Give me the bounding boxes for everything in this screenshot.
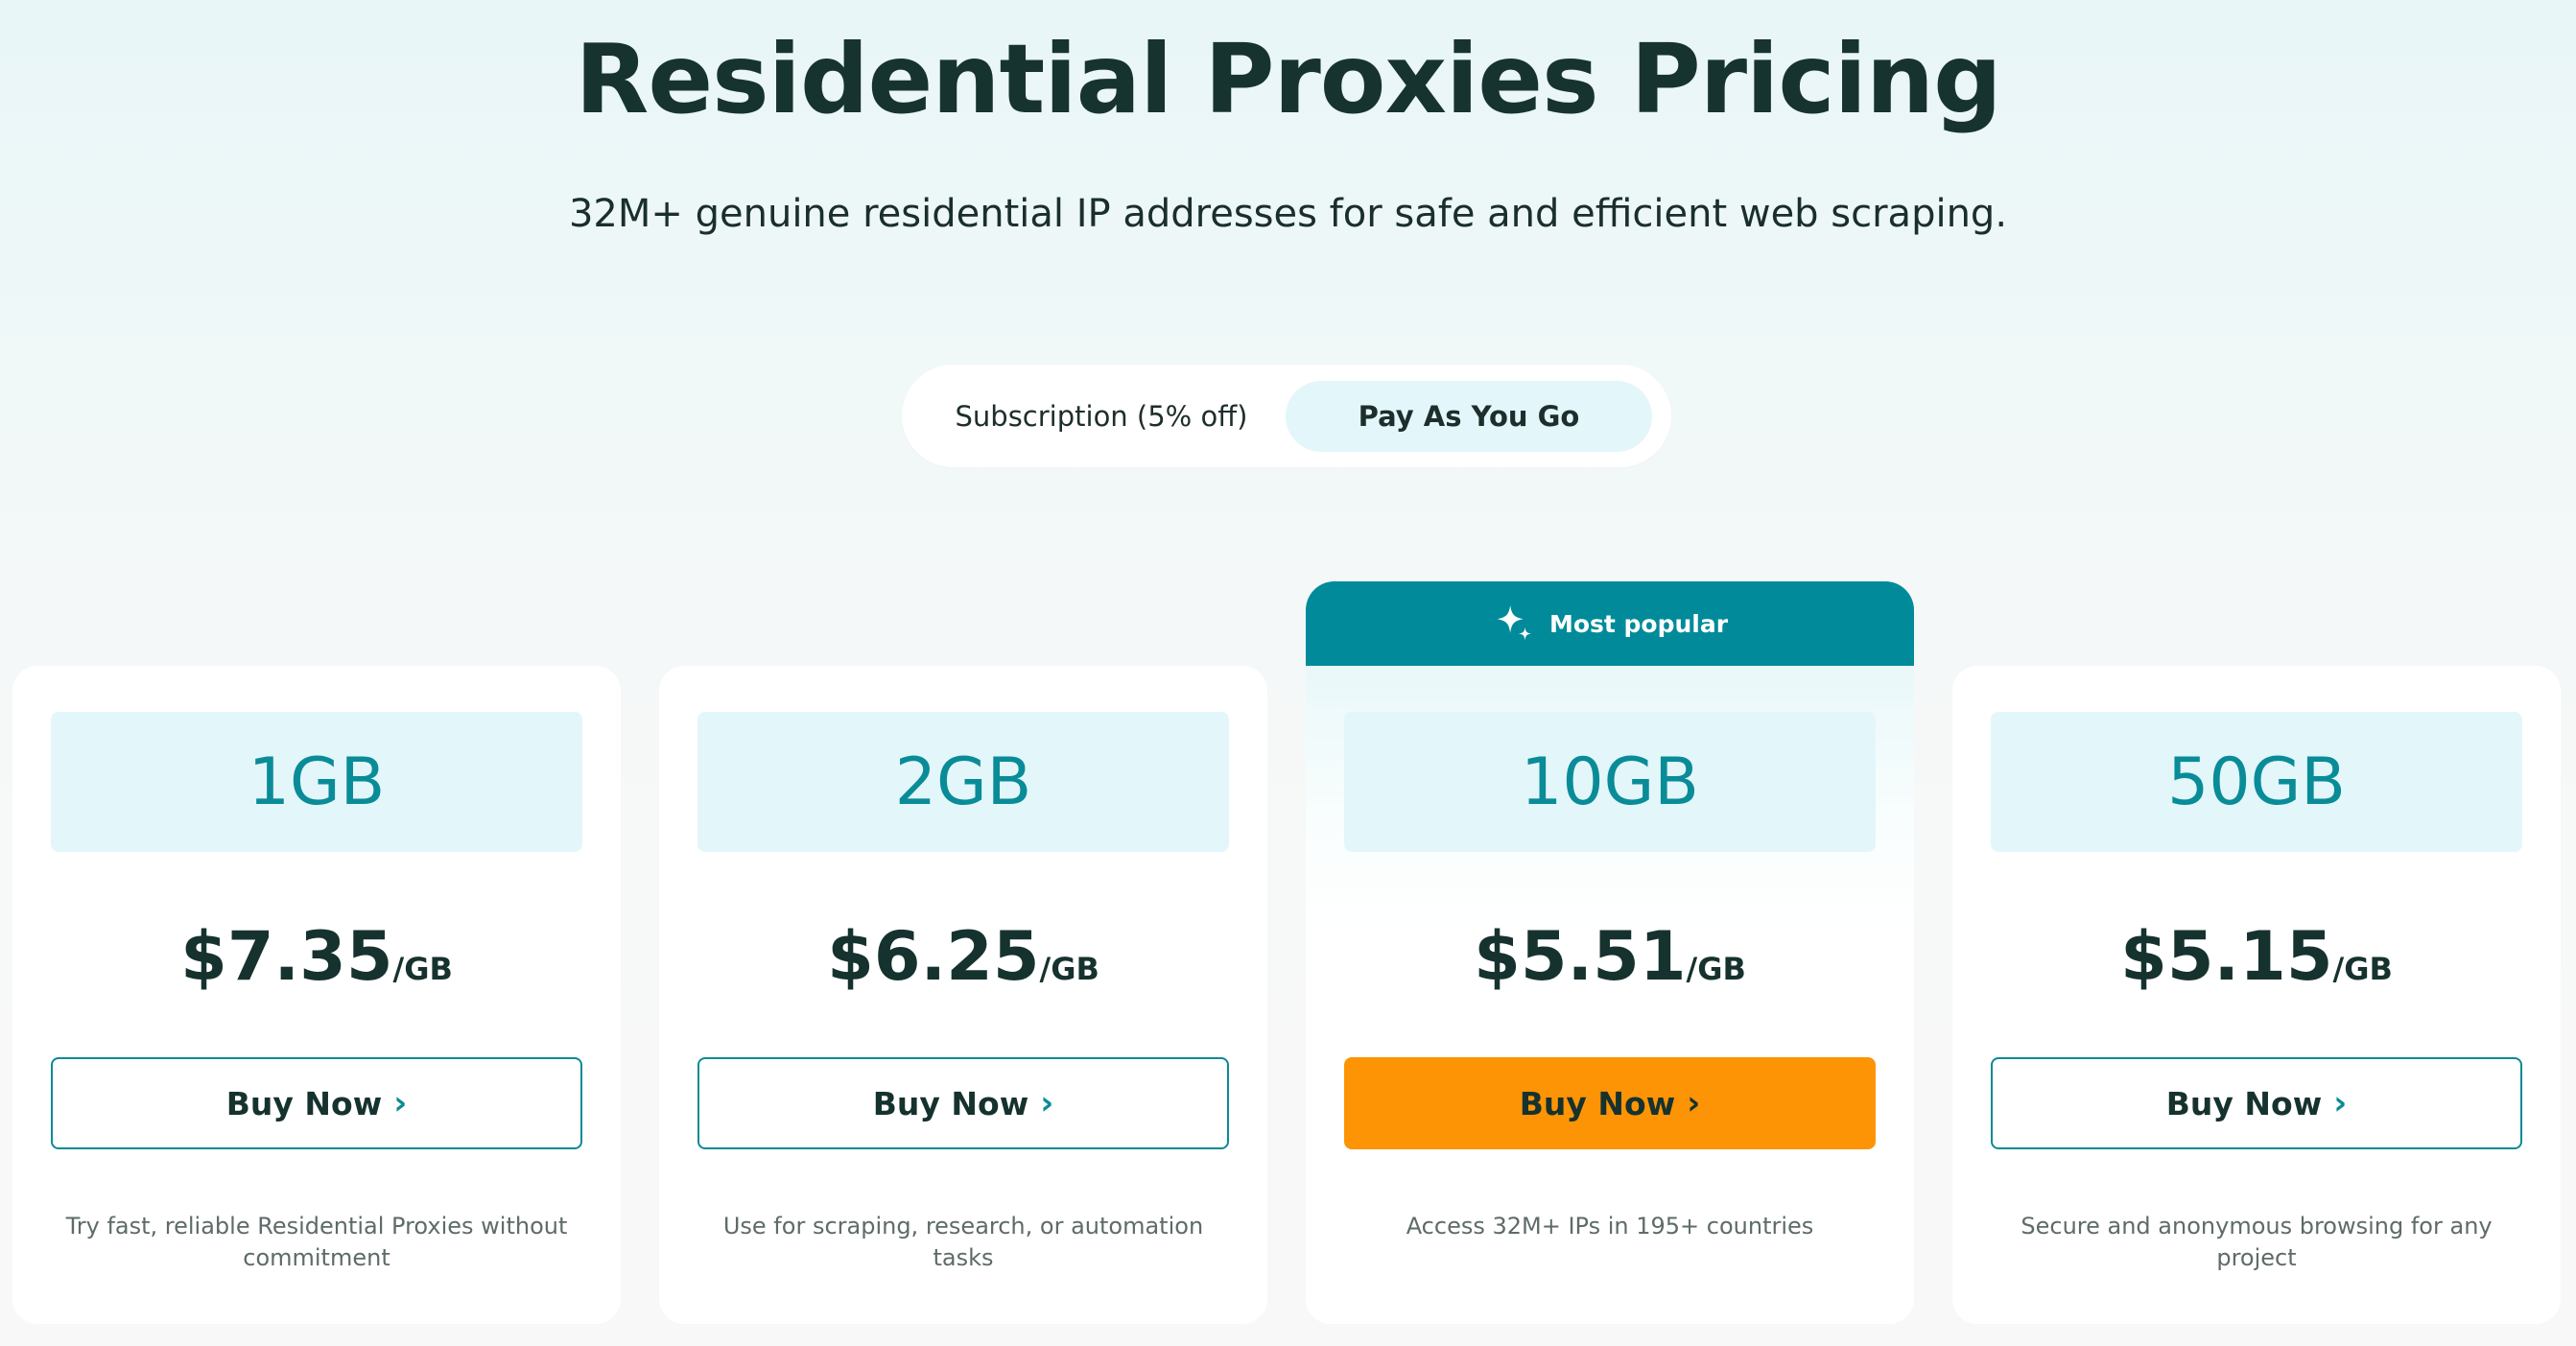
buy-now-label: Buy Now xyxy=(2165,1084,2323,1122)
price-amount: $5.51 xyxy=(1474,917,1687,996)
plan-price: $5.51/GB xyxy=(1306,917,1914,996)
buy-now-button[interactable]: Buy Now › xyxy=(697,1057,1229,1149)
most-popular-banner: Most popular xyxy=(1306,581,1914,666)
price-unit: /GB xyxy=(1039,951,1099,987)
price-amount: $7.35 xyxy=(180,917,393,996)
billing-toggle: Subscription (5% off) Pay As You Go xyxy=(902,365,1671,467)
plan-size: 1GB xyxy=(51,712,582,852)
buy-now-label: Buy Now xyxy=(225,1084,383,1122)
plan-card-10gb: 10GB $5.51/GB Buy Now › Access 32M+ IPs … xyxy=(1306,666,1914,1324)
price-amount: $5.15 xyxy=(2120,917,2333,996)
chevron-right-icon: › xyxy=(1687,1084,1701,1122)
sparkle-icon xyxy=(1497,604,1532,641)
buy-now-label: Buy Now xyxy=(1519,1084,1676,1122)
plan-size: 2GB xyxy=(697,712,1229,852)
plan-size: 10GB xyxy=(1344,712,1876,852)
toggle-subscription[interactable]: Subscription (5% off) xyxy=(955,399,1248,433)
plan-price: $6.25/GB xyxy=(659,917,1267,996)
plan-description: Secure and anonymous browsing for any pr… xyxy=(2021,1213,2493,1271)
price-unit: /GB xyxy=(2332,951,2393,987)
plan-description: Use for scraping, research, or automatio… xyxy=(722,1213,1204,1271)
chevron-right-icon: › xyxy=(2333,1084,2348,1122)
page-title: Residential Proxies Pricing xyxy=(575,23,2001,135)
page-subtitle: 32M+ genuine residential IP addresses fo… xyxy=(568,192,2008,236)
price-unit: /GB xyxy=(1686,951,1746,987)
plan-price: $5.15/GB xyxy=(1952,917,2561,996)
plan-description: Access 32M+ IPs in 195+ countries xyxy=(1406,1213,1814,1240)
plan-size: 50GB xyxy=(1991,712,2522,852)
plan-card-1gb: 1GB $7.35/GB Buy Now › Try fast, reliabl… xyxy=(12,666,621,1324)
buy-now-button[interactable]: Buy Now › xyxy=(51,1057,582,1149)
buy-now-label: Buy Now xyxy=(872,1084,1029,1122)
chevron-right-icon: › xyxy=(393,1084,408,1122)
chevron-right-icon: › xyxy=(1040,1084,1054,1122)
toggle-pay-as-you-go[interactable]: Pay As You Go xyxy=(1286,380,1652,452)
plan-description: Try fast, reliable Residential Proxies w… xyxy=(65,1213,568,1271)
plan-price: $7.35/GB xyxy=(12,917,621,996)
price-unit: /GB xyxy=(392,951,453,987)
price-amount: $6.25 xyxy=(827,917,1040,996)
buy-now-button[interactable]: Buy Now › xyxy=(1991,1057,2522,1149)
plan-card-50gb: 50GB $5.15/GB Buy Now › Secure and anony… xyxy=(1952,666,2561,1324)
buy-now-button[interactable]: Buy Now › xyxy=(1344,1057,1876,1149)
most-popular-label: Most popular xyxy=(1548,609,1729,638)
plan-card-2gb: 2GB $6.25/GB Buy Now › Use for scraping,… xyxy=(659,666,1267,1324)
